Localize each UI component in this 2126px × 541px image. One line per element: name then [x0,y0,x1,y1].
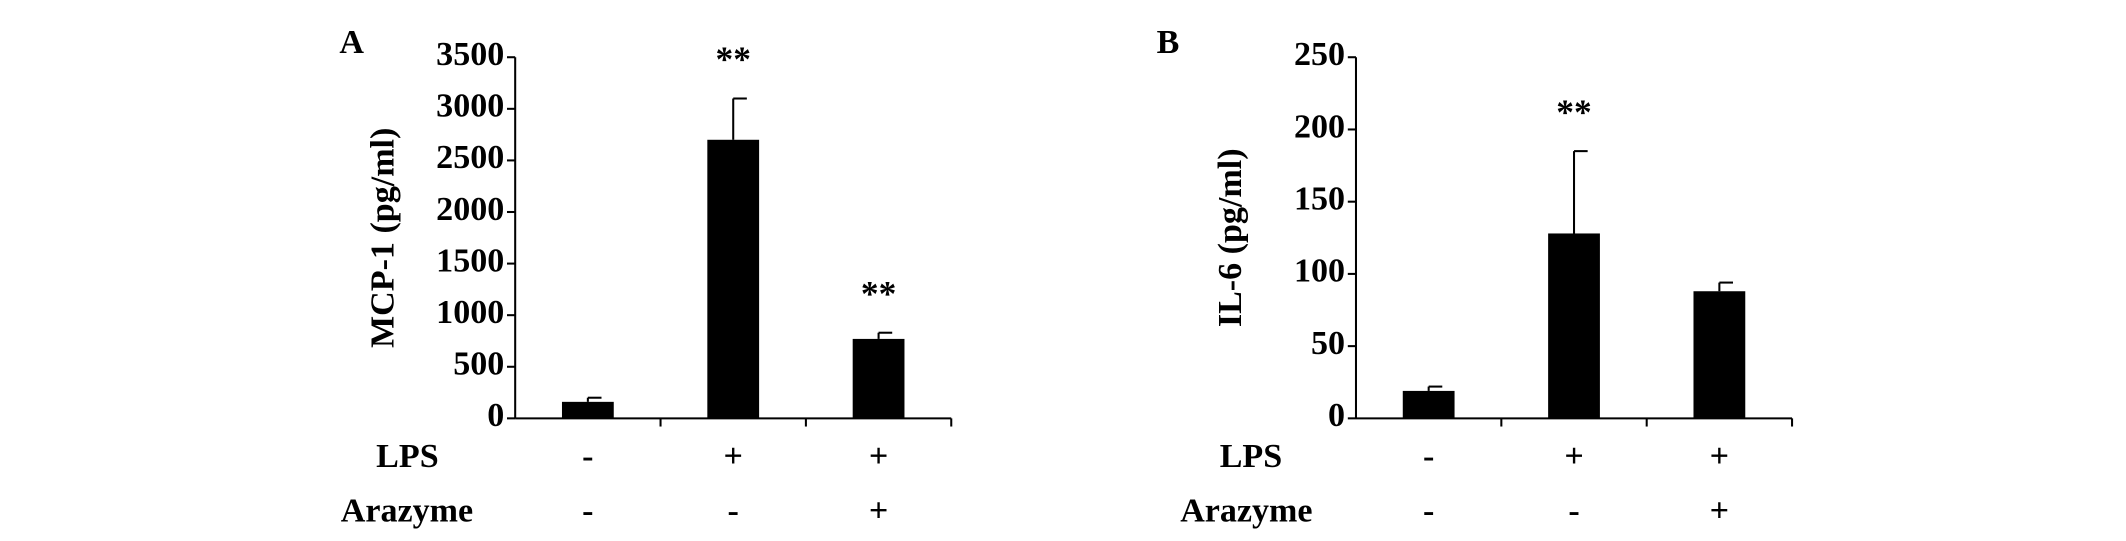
condition-label: + [1710,438,1729,475]
y-tick-label: 2000 [436,191,504,228]
condition-label: + [869,493,888,530]
condition-name: LPS [376,438,438,475]
y-tick-label: 100 [1294,253,1345,290]
y-tick-label: 2500 [436,139,504,176]
y-tick-label: 200 [1294,108,1345,145]
condition-label: + [1564,438,1583,475]
condition-label: - [1568,493,1579,530]
y-tick-label: 0 [1328,397,1345,434]
y-tick-label: 500 [453,346,504,383]
y-tick-label: 3000 [436,88,504,125]
condition-name: Arazyme [1180,493,1312,530]
y-tick-label: 150 [1294,180,1345,217]
panel-label: B [1157,24,1180,61]
condition-name: LPS [1220,438,1282,475]
condition-label: - [1423,438,1434,475]
y-tick-label: 1000 [436,294,504,331]
condition-name: Arazyme [341,493,473,530]
condition-label: - [582,438,593,475]
bar [561,401,614,419]
significance-label: ** [861,273,896,313]
y-axis-title: IL-6 (pg/ml) [1212,148,1249,327]
condition-label: + [724,438,743,475]
y-tick-label: 3500 [436,36,504,73]
condition-label: - [728,493,739,530]
condition-label: - [582,493,593,530]
bar [1402,390,1455,419]
condition-label: + [869,438,888,475]
y-tick-label: 0 [487,397,504,434]
condition-label: - [1423,493,1434,530]
y-tick-label: 1500 [436,242,504,279]
bar [707,139,760,419]
y-tick-label: 250 [1294,36,1345,73]
significance-label: ** [1556,92,1591,132]
y-tick-label: 50 [1311,325,1345,362]
bar [852,338,905,419]
condition-label: + [1710,493,1729,530]
panel-label: A [339,24,364,61]
y-axis-title: MCP-1 (pg/ml) [365,128,402,348]
bar [1693,291,1746,419]
bar [1548,233,1600,419]
significance-label: ** [716,39,751,79]
